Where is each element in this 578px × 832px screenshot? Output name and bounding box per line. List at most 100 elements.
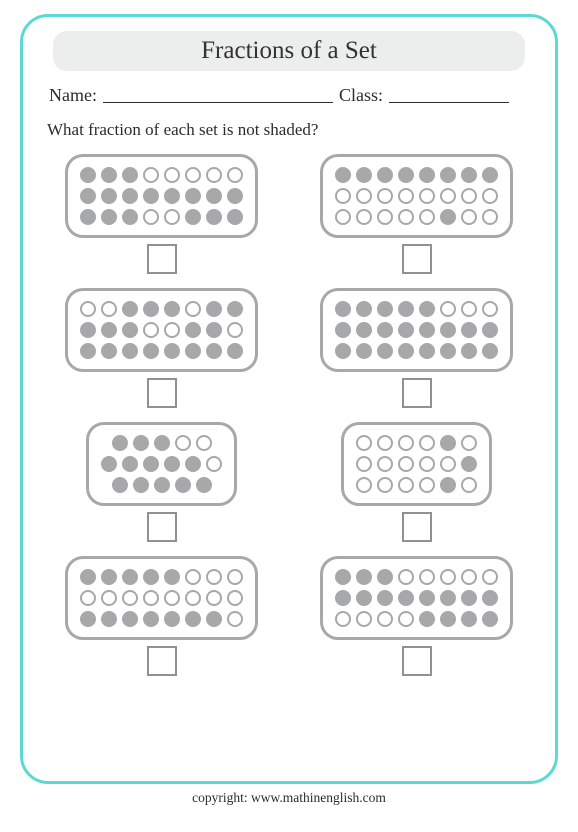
answer-box[interactable] [402,646,432,676]
dot-row [80,301,243,317]
dot-empty [335,188,351,204]
dot-empty [377,611,393,627]
dot-filled [482,322,498,338]
answer-box[interactable] [402,378,432,408]
dot-filled [482,611,498,627]
dot-empty [164,209,180,225]
dot-filled [356,590,372,606]
dot-row [101,456,222,472]
dot-filled [335,590,351,606]
dot-filled [185,456,201,472]
dot-filled [461,167,477,183]
dot-row [335,611,498,627]
dot-empty [419,569,435,585]
answer-box[interactable] [147,378,177,408]
answer-box[interactable] [147,646,177,676]
dot-filled [377,569,393,585]
dot-empty [185,569,201,585]
dot-filled [398,343,414,359]
dot-empty [419,477,435,493]
problems-grid [43,154,535,676]
dot-filled [122,569,138,585]
dot-filled [143,569,159,585]
problem-5 [45,422,278,542]
dot-filled [440,477,456,493]
dot-empty [356,611,372,627]
dot-empty [80,590,96,606]
dot-empty [398,435,414,451]
dot-filled [154,477,170,493]
dot-empty [206,569,222,585]
dot-empty [461,188,477,204]
dot-empty [227,167,243,183]
worksheet-page: Fractions of a Set Name: Class: What fra… [20,14,558,784]
dot-filled [356,343,372,359]
problem-3 [45,288,278,408]
dot-empty [164,590,180,606]
dot-filled [461,343,477,359]
dot-filled [440,209,456,225]
dot-empty [482,188,498,204]
answer-box[interactable] [402,512,432,542]
dot-empty [440,301,456,317]
answer-box[interactable] [147,512,177,542]
dot-filled [227,209,243,225]
dot-filled [164,569,180,585]
dot-filled [122,167,138,183]
dot-row [80,209,243,225]
dot-empty [335,209,351,225]
dot-empty [143,209,159,225]
dot-filled [335,343,351,359]
dot-row [356,477,477,493]
dot-box [320,154,513,238]
dot-empty [482,569,498,585]
dot-filled [164,188,180,204]
answer-box[interactable] [147,244,177,274]
dot-filled [482,590,498,606]
dot-empty [335,611,351,627]
dot-filled [122,301,138,317]
answer-box[interactable] [402,244,432,274]
dot-filled [133,477,149,493]
dot-filled [101,456,117,472]
question-text: What fraction of each set is not shaded? [43,120,535,154]
dot-filled [80,611,96,627]
dot-filled [377,301,393,317]
dot-row [335,209,498,225]
dot-filled [185,188,201,204]
dot-row [80,590,243,606]
dot-filled [398,322,414,338]
dot-filled [122,456,138,472]
dot-empty [227,569,243,585]
dot-filled [419,322,435,338]
dot-empty [440,569,456,585]
dot-empty [185,301,201,317]
dot-row [335,590,498,606]
dot-filled [356,167,372,183]
dot-filled [112,477,128,493]
dot-filled [80,343,96,359]
dot-empty [143,590,159,606]
dot-filled [461,611,477,627]
problem-6 [300,422,533,542]
dot-box [341,422,492,506]
dot-empty [377,209,393,225]
class-input-line[interactable] [389,85,509,103]
dot-filled [206,188,222,204]
dot-empty [419,188,435,204]
dot-empty [398,569,414,585]
problem-1 [45,154,278,274]
dot-filled [482,343,498,359]
dot-row [80,343,243,359]
class-label: Class: [339,85,383,106]
dot-filled [227,301,243,317]
dot-box [65,556,258,640]
dot-empty [440,456,456,472]
name-input-line[interactable] [103,85,333,103]
dot-row [80,322,243,338]
dot-empty [101,590,117,606]
dot-empty [175,435,191,451]
dot-filled [185,611,201,627]
dot-filled [440,435,456,451]
dot-filled [356,569,372,585]
